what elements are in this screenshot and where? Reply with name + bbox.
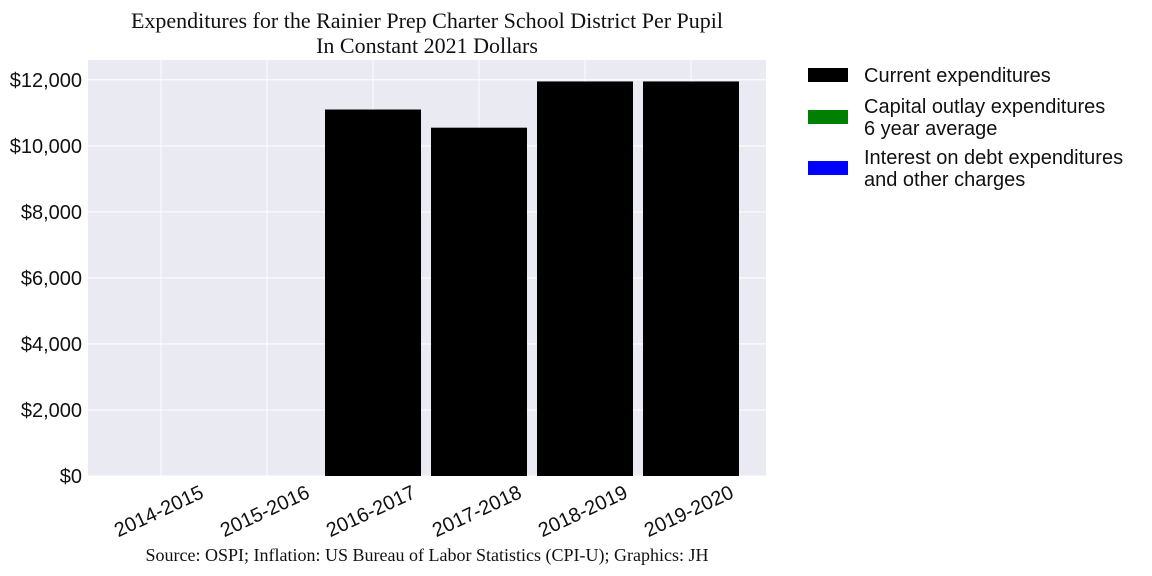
- x-tick-label: 2016-2017: [323, 482, 419, 542]
- legend-swatch: [808, 110, 848, 124]
- legend-label: Interest on debt expenditures: [864, 147, 1123, 169]
- legend-swatch: [808, 68, 848, 82]
- x-tick-label: 2017-2018: [429, 482, 525, 542]
- bars: [325, 81, 739, 477]
- x-axis-ticks: 2014-2015 2015-2016 2016-2017 2017-2018 2018…: [111, 482, 737, 542]
- chart-subtitle: In Constant 2021 Dollars: [316, 33, 538, 58]
- legend-label: and other charges: [864, 169, 1025, 191]
- bar-2017-2018-series-0: [431, 127, 527, 476]
- y-tick-label: $0: [60, 466, 82, 488]
- bar-2019-2020-series-0: [643, 81, 739, 476]
- x-tick-label: 2015-2016: [217, 482, 313, 542]
- bar-2018-2019-series-0: [537, 81, 633, 476]
- y-tick-label: $8,000: [21, 202, 82, 224]
- x-tick-label: 2018-2019: [535, 482, 631, 542]
- legend-swatch: [808, 161, 848, 175]
- source-note: Source: OSPI; Inflation: US Bureau of La…: [146, 545, 709, 566]
- legend-label: Capital outlay expenditures: [864, 96, 1105, 118]
- y-tick-label: $4,000: [21, 334, 82, 356]
- legend-label: Current expenditures: [864, 65, 1051, 87]
- y-tick-label: $6,000: [21, 268, 82, 290]
- bar-2016-2017-series-0: [325, 109, 421, 477]
- chart-title: Expenditures for the Rainier Prep Charte…: [131, 8, 723, 33]
- x-tick-label: 2019-2020: [641, 482, 737, 542]
- y-tick-label: $10,000: [10, 136, 82, 158]
- legend: Current expenditures Capital outlay expen…: [808, 65, 1123, 191]
- x-tick-label: 2014-2015: [111, 482, 207, 542]
- legend-label: 6 year average: [864, 118, 997, 140]
- y-axis-ticks: $0 $2,000 $4,000 $6,000 $8,000 $10,000 $12,000: [10, 70, 82, 488]
- y-tick-label: $12,000: [10, 70, 82, 92]
- y-tick-label: $2,000: [21, 400, 82, 422]
